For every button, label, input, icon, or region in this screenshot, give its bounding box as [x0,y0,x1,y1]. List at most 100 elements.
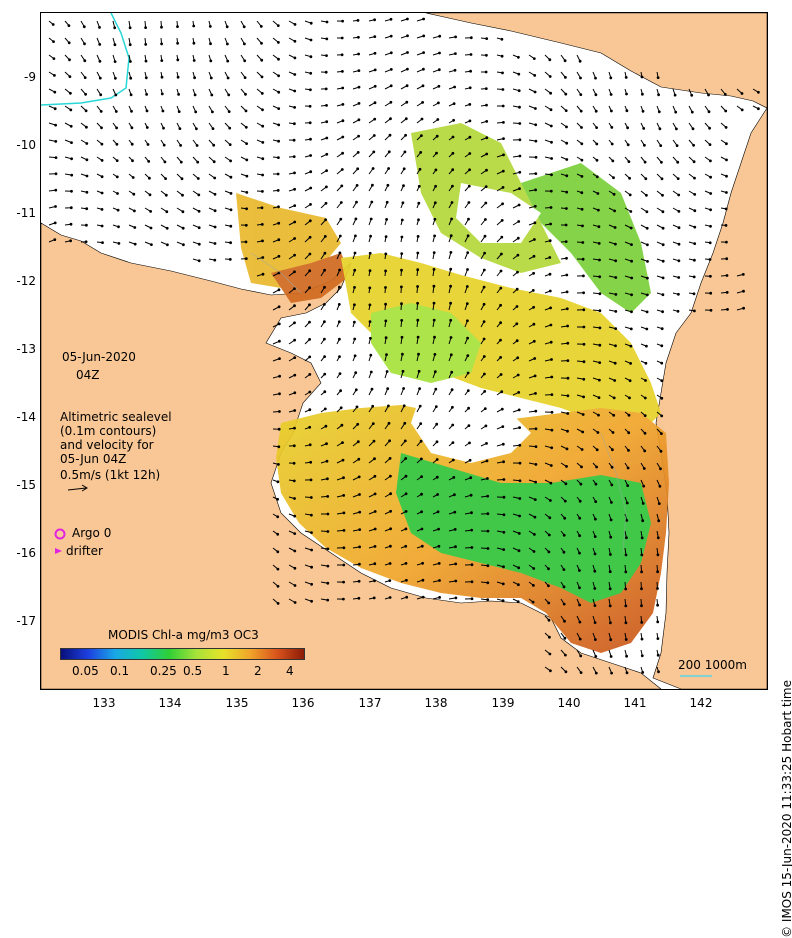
velocity-arrow-head [99,27,101,29]
velocity-arrow-head [310,479,312,481]
velocity-arrow-head [471,547,473,549]
velocity-arrow-head [55,189,57,191]
velocity-arrow-head [644,450,646,452]
velocity-arrow-head [516,288,518,290]
velocity-arrow-head [260,26,262,28]
velocity-arrow-head [294,498,296,500]
velocity-arrow-head [385,320,387,322]
velocity-arrow-head [342,20,344,22]
velocity-arrow-head [294,357,296,359]
velocity-arrow-head [628,414,630,416]
lat-tick: -15 [4,478,36,492]
velocity-arrow-head [658,671,660,673]
velocity-arrow-head [595,501,597,503]
velocity-arrow-head [487,548,489,550]
velocity-arrow-head [610,622,612,624]
velocity-arrow-head [595,656,597,658]
velocity-arrow-head [662,277,664,279]
velocity-arrow-head [261,93,263,95]
velocity-arrow-head [405,511,407,513]
velocity-arrow-head [741,109,743,111]
velocity-arrow-head [549,290,551,292]
velocity-arrow-head [501,220,503,222]
velocity-arrow-head [374,493,376,495]
velocity-arrow-head [580,94,582,96]
velocity-arrow-head [309,409,311,411]
velocity-arrow-head [210,77,212,79]
velocity-arrow-head [501,38,503,40]
velocity-arrow-head [197,161,199,163]
velocity-arrow-head [358,580,360,582]
velocity-arrow-head [54,108,56,110]
velocity-arrow-head [614,380,616,382]
velocity-arrow-head [662,244,664,246]
velocity-arrow-head [500,339,502,341]
velocity-arrow-head [99,44,101,46]
lat-tick: -13 [4,342,36,356]
velocity-arrow-head [294,172,296,174]
velocity-arrow-head [518,584,520,586]
velocity-arrow-head [483,338,485,340]
velocity-arrow-head [193,60,195,62]
velocity-arrow-head [611,672,613,674]
velocity-arrow-head [417,336,419,338]
velocity-arrow-head [294,550,296,552]
velocity-arrow-head [644,432,646,434]
velocity-arrow-head [130,77,132,79]
velocity-arrow-head [614,210,616,212]
velocity-arrow-head [339,235,341,237]
velocity-arrow-head [535,108,537,110]
velocity-arrow-head [709,127,711,129]
velocity-arrow-head [486,169,488,171]
velocity-arrow-head [433,285,435,287]
velocity-arrow-head [583,396,585,398]
velocity-arrow-head [550,190,552,192]
velocity-arrow-head [467,372,469,374]
velocity-arrow-head [626,520,628,522]
velocity-arrow-head [86,126,88,128]
velocity-arrow-head [627,144,629,146]
velocity-arrow-head [469,120,471,122]
velocity-arrow-head [661,380,663,382]
land-cape-york [653,108,767,689]
velocity-arrow-head [450,319,452,321]
velocity-arrow-head [417,236,419,238]
velocity-arrow-head [659,128,661,130]
velocity-arrow-head [339,252,341,254]
velocity-arrow-head [68,42,70,44]
colorbar-tick: 4 [286,664,294,678]
velocity-arrow-head [326,121,328,123]
velocity-arrow-head [579,60,581,62]
velocity-arrow-head [390,493,392,495]
velocity-arrow-head [278,108,280,110]
velocity-arrow-head [422,579,424,581]
velocity-arrow-head [596,449,598,451]
velocity-arrow-head [405,458,407,460]
velocity-arrow-head [165,194,167,196]
velocity-arrow-head [436,459,438,461]
velocity-arrow-head [517,601,519,603]
velocity-arrow-head [535,446,537,448]
velocity-arrow-head [245,93,247,95]
velocity-arrow-head [132,160,134,162]
velocity-arrow-head [194,94,196,96]
velocity-arrow-head [423,18,425,20]
velocity-arrow-head [641,588,643,590]
velocity-arrow-head [566,142,568,144]
velocity-arrow-head [214,226,216,228]
velocity-arrow-head [326,38,328,40]
velocity-arrow-head [611,466,613,468]
velocity-arrow-head [294,322,296,324]
map-canvas [41,13,767,689]
velocity-arrow-head [630,363,632,365]
velocity-arrow-head [594,622,596,624]
velocity-arrow-head [627,467,629,469]
velocity-arrow-head [535,481,537,483]
velocity-arrow-head [550,341,552,343]
velocity-arrow-head [420,152,422,154]
velocity-arrow-head [341,424,343,426]
velocity-arrow-head [402,353,404,355]
velocity-arrow-head [693,144,695,146]
velocity-arrow-head [339,286,341,288]
velocity-arrow-head [227,77,229,79]
